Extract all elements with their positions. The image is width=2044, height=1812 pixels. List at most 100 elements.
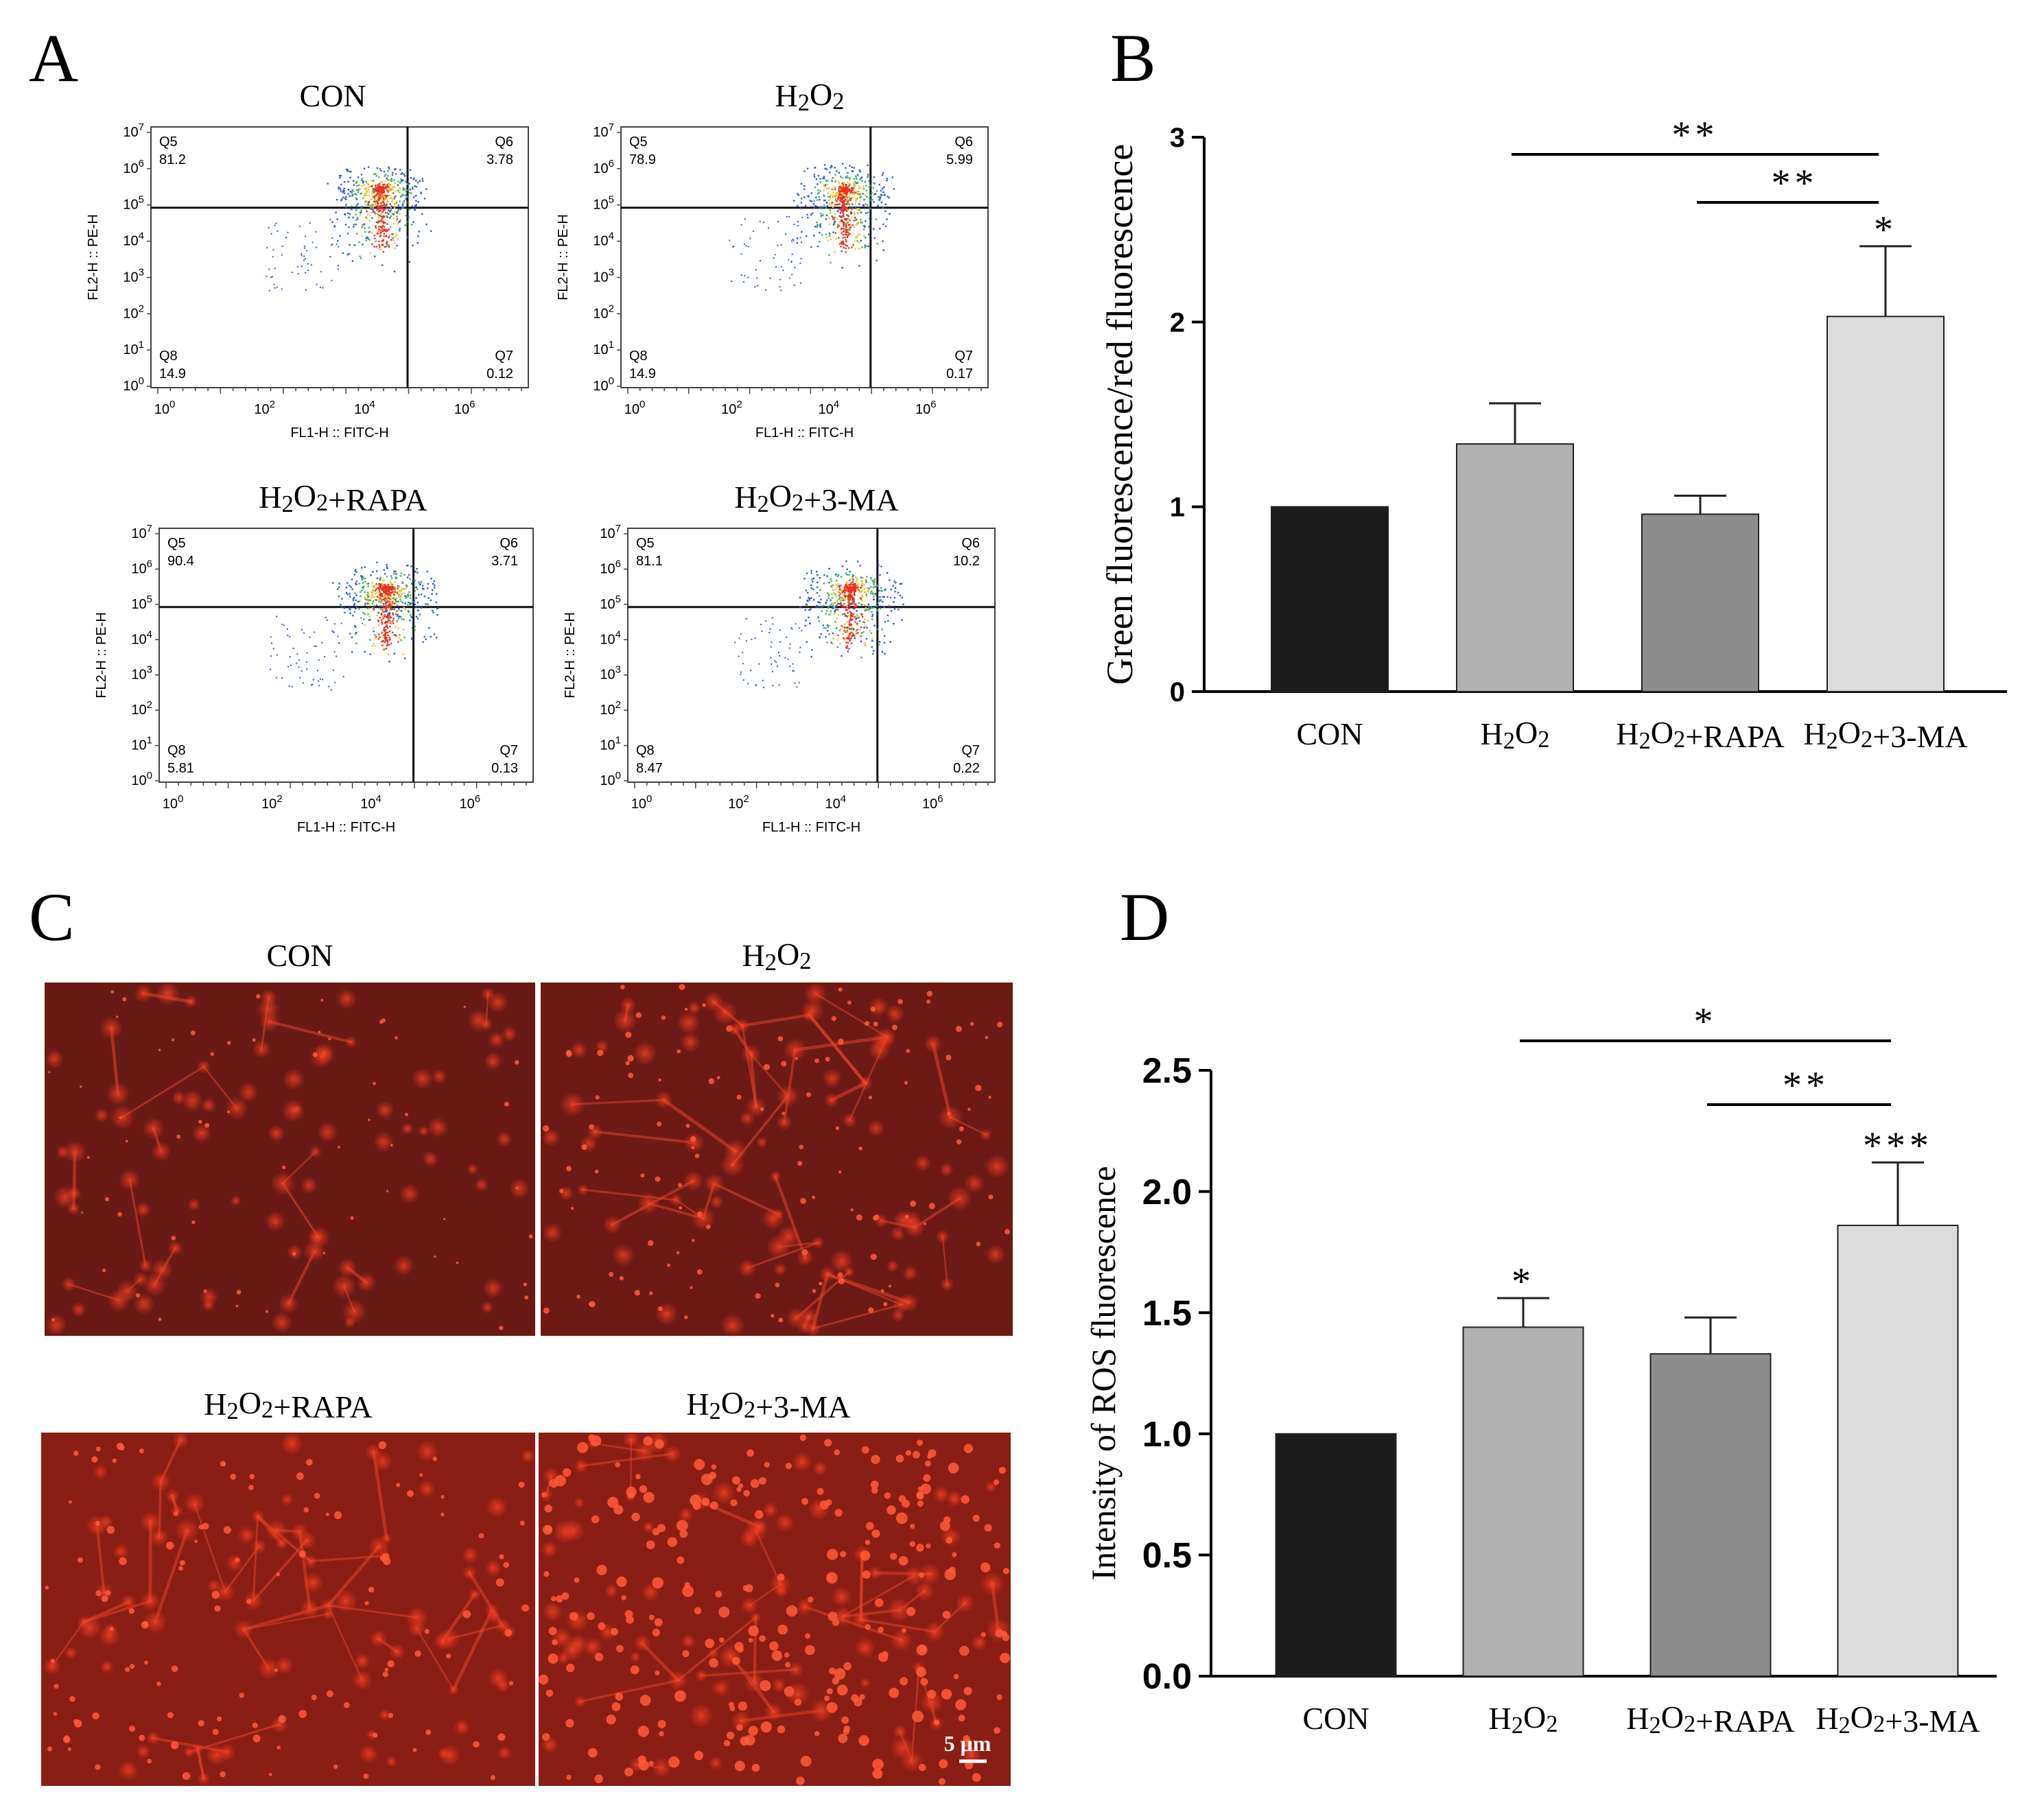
y-tick-label: 104: [600, 628, 621, 647]
y-tick-label: 103: [131, 664, 152, 683]
x-tick-label: 104: [825, 793, 847, 812]
quadrant-label: 8.47: [636, 761, 663, 776]
quadrant-label: Q6: [495, 134, 513, 150]
microscopy-image: H2O2: [541, 937, 1013, 1338]
y-tick-label: 107: [131, 523, 152, 541]
x-tick-label: 100: [631, 793, 653, 812]
comparison-label: **: [1783, 1064, 1829, 1107]
comparison-label: **: [1772, 162, 1818, 204]
cell-network: [45, 981, 530, 1336]
category-label: H2O2+RAPA: [1626, 1699, 1794, 1739]
y-tick-label: 104: [593, 231, 614, 249]
y-tick-label: 104: [123, 231, 144, 249]
y-tick-label: 2.5: [1142, 1051, 1192, 1091]
quadrant-label: Q5: [159, 134, 178, 150]
quadrant-label: 14.9: [159, 366, 186, 381]
quadrant-label: Q6: [954, 134, 973, 150]
flow-x-axis-label: FL1-H :: FITC-H: [755, 425, 854, 440]
flow-plot: CON Q5 81.2 Q6 3.78 Q8 14.9 Q7 0.12 100 101 102 103 1…: [86, 78, 529, 440]
flow-plot-frame: [158, 528, 534, 783]
category-label: H2O2+3-MA: [1803, 715, 1967, 754]
bar: [1649, 1353, 1772, 1678]
microscopy-image: H2O2+3-MA: [538, 1385, 1011, 1786]
x-tick-label: 102: [721, 399, 742, 417]
scale-bar-label: 5 μm: [944, 1731, 991, 1756]
y-tick-label: 100: [131, 770, 152, 788]
flow-y-axis-label: FL2-H :: PE-H: [94, 612, 109, 698]
microscopy-title: H2O2+RAPA: [204, 1385, 372, 1424]
quadrant-label: Q6: [961, 536, 980, 551]
y-tick-label: 102: [131, 699, 152, 718]
y-tick-label: 2: [1170, 307, 1185, 338]
quadrant-label: 0.22: [953, 761, 980, 776]
y-tick-label: 101: [131, 735, 152, 753]
flow-plot-title: CON: [299, 78, 366, 113]
bar: [1641, 513, 1759, 692]
significance-mark: ***: [1863, 1125, 1933, 1167]
fluorescent-dots: [45, 1441, 529, 1780]
y-tick-label: 105: [131, 593, 152, 612]
x-tick-label: 100: [624, 399, 646, 417]
x-tick-label: 102: [728, 793, 749, 812]
bar: [1826, 316, 1945, 692]
y-tick-label: 101: [600, 735, 621, 753]
y-tick-label: 106: [593, 158, 614, 176]
quadrant-label: 14.9: [629, 366, 656, 381]
panel-letter-a: A: [29, 20, 78, 96]
flow-scatter-points: [729, 163, 895, 292]
quadrant-label: 0.12: [486, 366, 513, 381]
y-tick-label: 105: [123, 194, 144, 213]
category-label: H2O2: [1481, 715, 1550, 754]
y-tick-label: 103: [593, 266, 614, 285]
y-tick-label: 1.0: [1142, 1415, 1192, 1455]
y-tick-label: 107: [123, 121, 144, 140]
quadrant-label: 5.99: [946, 152, 973, 167]
quadrant-label: 90.4: [167, 554, 194, 569]
cell-network: [539, 1430, 1011, 1778]
microscopy-background: [539, 1433, 1011, 1786]
y-tick-label: 100: [600, 770, 621, 788]
microscopy-title: H2O2+3-MA: [686, 1385, 850, 1424]
quadrant-label: 3.78: [486, 152, 513, 167]
y-tick-label: 3: [1170, 123, 1185, 153]
y-tick-label: 100: [593, 375, 614, 394]
category-label: H2O2: [1489, 1699, 1558, 1739]
y-tick-label: 0.5: [1142, 1536, 1192, 1576]
quadrant-label: 78.9: [629, 152, 656, 167]
y-tick-label: 107: [600, 523, 621, 541]
significance-mark: *: [1874, 209, 1897, 251]
y-tick-label: 102: [593, 303, 614, 321]
flow-scatter-points: [266, 166, 432, 292]
x-tick-label: 106: [460, 793, 481, 812]
flow-y-axis-label: FL2-H :: PE-H: [556, 214, 571, 301]
quadrant-label: Q8: [629, 349, 648, 364]
bar: [1837, 1225, 1959, 1677]
microscopy-image: H2O2+RAPA: [41, 1385, 535, 1786]
panel-letter-d: D: [1120, 879, 1169, 955]
category-label: H2O2+3-MA: [1816, 1699, 1980, 1739]
flow-y-axis-label: FL2-H :: PE-H: [563, 612, 578, 698]
y-tick-label: 102: [600, 699, 621, 718]
bar: [1456, 443, 1574, 692]
microscopy-title: H2O2: [742, 937, 812, 976]
quadrant-label: 81.1: [636, 554, 663, 569]
y-tick-label: 107: [593, 121, 614, 140]
quadrant-label: Q5: [629, 134, 648, 150]
y-tick-label: 100: [123, 375, 144, 394]
y-tick-label: 1: [1170, 493, 1185, 523]
flow-plot-title: H2O2+3-MA: [734, 478, 898, 517]
panel-letter-c: C: [29, 879, 75, 955]
y-axis-label: Green fluorescence/red fluorescence: [1099, 144, 1140, 685]
bar-chart-b: 0 1 2 3 Green fluorescence/red fluorescence C…: [1099, 114, 2007, 754]
bar: [1462, 1326, 1584, 1677]
y-tick-label: 2.0: [1142, 1173, 1192, 1212]
quadrant-label: 81.2: [159, 152, 186, 167]
x-tick-label: 106: [915, 399, 937, 417]
x-tick-label: 102: [254, 399, 275, 417]
quadrant-label: 0.13: [491, 761, 518, 776]
x-tick-label: 102: [261, 793, 283, 812]
x-tick-label: 104: [354, 399, 375, 417]
microscopy-panel: CON H2O2 H2O2+RAPA H2O2+3-MA 5 μm: [41, 937, 1013, 1786]
y-tick-label: 1.5: [1142, 1293, 1192, 1333]
flow-scatter-points: [734, 560, 904, 688]
